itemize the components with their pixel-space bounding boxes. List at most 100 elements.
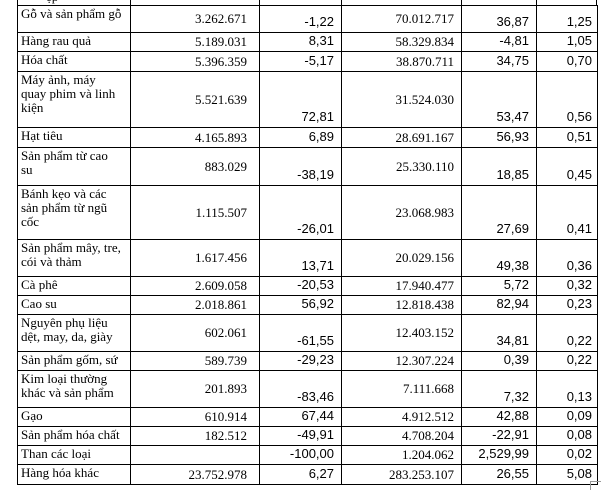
product-name-cell: Kim loại thường khác và sản phẩm bbox=[17, 370, 131, 408]
pct2-cell: -22,91 bbox=[461, 426, 537, 446]
product-name-cell: Sản phẩm mây, tre, cói và thảm bbox=[17, 239, 131, 277]
value2-cell: 31.524.030 bbox=[341, 71, 462, 128]
pct2-cell: 53,47 bbox=[461, 71, 537, 128]
value1-cell: 2.018.861 bbox=[130, 295, 260, 315]
pct2-cell: 42,88 bbox=[461, 407, 537, 427]
pct2-cell: 27,69 bbox=[461, 185, 537, 240]
share-cell: 0,09 bbox=[536, 407, 598, 427]
table-row: Gạo 610.914 67,44 4.912.512 42,88 0,09 bbox=[17, 407, 598, 427]
value2-cell: 4.708.204 bbox=[341, 426, 462, 446]
share-cell: 0,36 bbox=[536, 239, 598, 277]
table-row: Kim loại thường khác và sản phẩm 201.893… bbox=[17, 370, 598, 408]
pct1-cell: 13,71 bbox=[259, 239, 342, 277]
data-table: Gỗ và sản phẩm gỗ 3.262.671 -1,22 70.012… bbox=[17, 5, 598, 485]
column-border-stub bbox=[130, 0, 131, 6]
column-border-stub bbox=[259, 0, 260, 6]
share-cell: 0,13 bbox=[536, 370, 598, 408]
pct1-cell: 72,81 bbox=[259, 71, 342, 128]
product-name-cell: Hàng hóa khác bbox=[17, 464, 131, 485]
pct1-cell: -49,91 bbox=[259, 426, 342, 446]
share-cell: 1,25 bbox=[536, 5, 598, 33]
table-row: Sản phẩm mây, tre, cói và thảm 1.617.456… bbox=[17, 239, 598, 277]
pct1-cell: -61,55 bbox=[259, 314, 342, 352]
clipped-row-text-fragment: ệp bbox=[46, 0, 58, 5]
product-name-cell: Gạo bbox=[17, 407, 131, 427]
share-cell: 5,08 bbox=[536, 464, 598, 485]
share-cell: 0,56 bbox=[536, 71, 598, 128]
table-row: Hóa chất 5.396.359 -5,17 38.870.711 34,7… bbox=[17, 51, 598, 72]
value2-cell: 28.691.167 bbox=[341, 127, 462, 148]
share-cell: 0,02 bbox=[536, 445, 598, 465]
pct1-cell: 6,89 bbox=[259, 127, 342, 148]
value1-cell: 883.029 bbox=[130, 147, 260, 186]
product-name-cell: Cà phê bbox=[17, 276, 131, 296]
value1-cell: 1.617.456 bbox=[130, 239, 260, 277]
pct2-cell: 36,87 bbox=[461, 5, 537, 33]
value1-cell: 5.189.031 bbox=[130, 32, 260, 52]
product-name-cell: Sản phẩm gốm, sứ bbox=[17, 351, 131, 371]
table-row: Nguyên phụ liệu dệt, may, da, giày 602.0… bbox=[17, 314, 598, 352]
pct2-cell: 26,55 bbox=[461, 464, 537, 485]
pct1-cell: -29,23 bbox=[259, 351, 342, 371]
column-border-stub bbox=[536, 0, 537, 6]
table-row: Bánh kẹo và các sản phẩm từ ngũ cốc 1.11… bbox=[17, 185, 598, 240]
value2-cell: 20.029.156 bbox=[341, 239, 462, 277]
value2-cell: 58.329.834 bbox=[341, 32, 462, 52]
value1-cell: 589.739 bbox=[130, 351, 260, 371]
value2-cell: 1.204.062 bbox=[341, 445, 462, 465]
product-name-cell: Hạt tiêu bbox=[17, 127, 131, 148]
pct2-cell: 2,529,99 bbox=[461, 445, 537, 465]
product-name-cell: Hóa chất bbox=[17, 51, 131, 72]
pct1-cell: -20,53 bbox=[259, 276, 342, 296]
product-name-cell: Gỗ và sản phẩm gỗ bbox=[17, 5, 131, 33]
product-name-cell: Hàng rau quả bbox=[17, 32, 131, 52]
product-name-cell: Máy ảnh, máy quay phim và linh kiện bbox=[17, 71, 131, 128]
table-row: Sản phẩm từ cao su 883.029 -38,19 25.330… bbox=[17, 147, 598, 186]
share-cell: 0,41 bbox=[536, 185, 598, 240]
table-resize-handle[interactable] bbox=[590, 481, 601, 490]
column-border-stub bbox=[596, 0, 597, 6]
pct2-cell: 5,72 bbox=[461, 276, 537, 296]
value2-cell: 23.068.983 bbox=[341, 185, 462, 240]
pct2-cell: 82,94 bbox=[461, 295, 537, 315]
pct1-cell: -100,00 bbox=[259, 445, 342, 465]
value1-cell: 5.521.639 bbox=[130, 71, 260, 128]
value1-cell: 610.914 bbox=[130, 407, 260, 427]
pct2-cell: 7,32 bbox=[461, 370, 537, 408]
table-row: Sản phẩm gốm, sứ 589.739 -29,23 12.307.2… bbox=[17, 351, 598, 371]
table-row: Sản phẩm hóa chất 182.512 -49,91 4.708.2… bbox=[17, 426, 598, 446]
share-cell: 0,32 bbox=[536, 276, 598, 296]
column-border-stub bbox=[17, 0, 18, 6]
pct2-cell: 34,81 bbox=[461, 314, 537, 352]
value2-cell: 12.403.152 bbox=[341, 314, 462, 352]
pct2-cell: 18,85 bbox=[461, 147, 537, 186]
product-name-cell: Than các loại bbox=[17, 445, 131, 465]
pct1-cell: -1,22 bbox=[259, 5, 342, 33]
value1-cell: 5.396.359 bbox=[130, 51, 260, 72]
value1-cell: 3.262.671 bbox=[130, 5, 260, 33]
value2-cell: 17.940.477 bbox=[341, 276, 462, 296]
pct1-cell: -26,01 bbox=[259, 185, 342, 240]
pct1-cell: -5,17 bbox=[259, 51, 342, 72]
value2-cell: 38.870.711 bbox=[341, 51, 462, 72]
pct2-cell: 34,75 bbox=[461, 51, 537, 72]
pct1-cell: 8,31 bbox=[259, 32, 342, 52]
pct2-cell: 0,39 bbox=[461, 351, 537, 371]
table-row: Cao su 2.018.861 56,92 12.818.438 82,94 … bbox=[17, 295, 598, 315]
share-cell: 0,23 bbox=[536, 295, 598, 315]
value1-cell: 1.115.507 bbox=[130, 185, 260, 240]
value1-cell: 182.512 bbox=[130, 426, 260, 446]
pct2-cell: -4,81 bbox=[461, 32, 537, 52]
value2-cell: 25.330.110 bbox=[341, 147, 462, 186]
pct1-cell: 56,92 bbox=[259, 295, 342, 315]
share-cell: 0,70 bbox=[536, 51, 598, 72]
value1-cell: 602.061 bbox=[130, 314, 260, 352]
value2-cell: 7.111.668 bbox=[341, 370, 462, 408]
product-name-cell: Nguyên phụ liệu dệt, may, da, giày bbox=[17, 314, 131, 352]
value1-cell: 23.752.978 bbox=[130, 464, 260, 485]
product-name-cell: Bánh kẹo và các sản phẩm từ ngũ cốc bbox=[17, 185, 131, 240]
share-cell: 0,51 bbox=[536, 127, 598, 148]
value1-cell: 2.609.058 bbox=[130, 276, 260, 296]
value1-cell bbox=[130, 445, 260, 465]
table-row: Hạt tiêu 4.165.893 6,89 28.691.167 56,93… bbox=[17, 127, 598, 148]
